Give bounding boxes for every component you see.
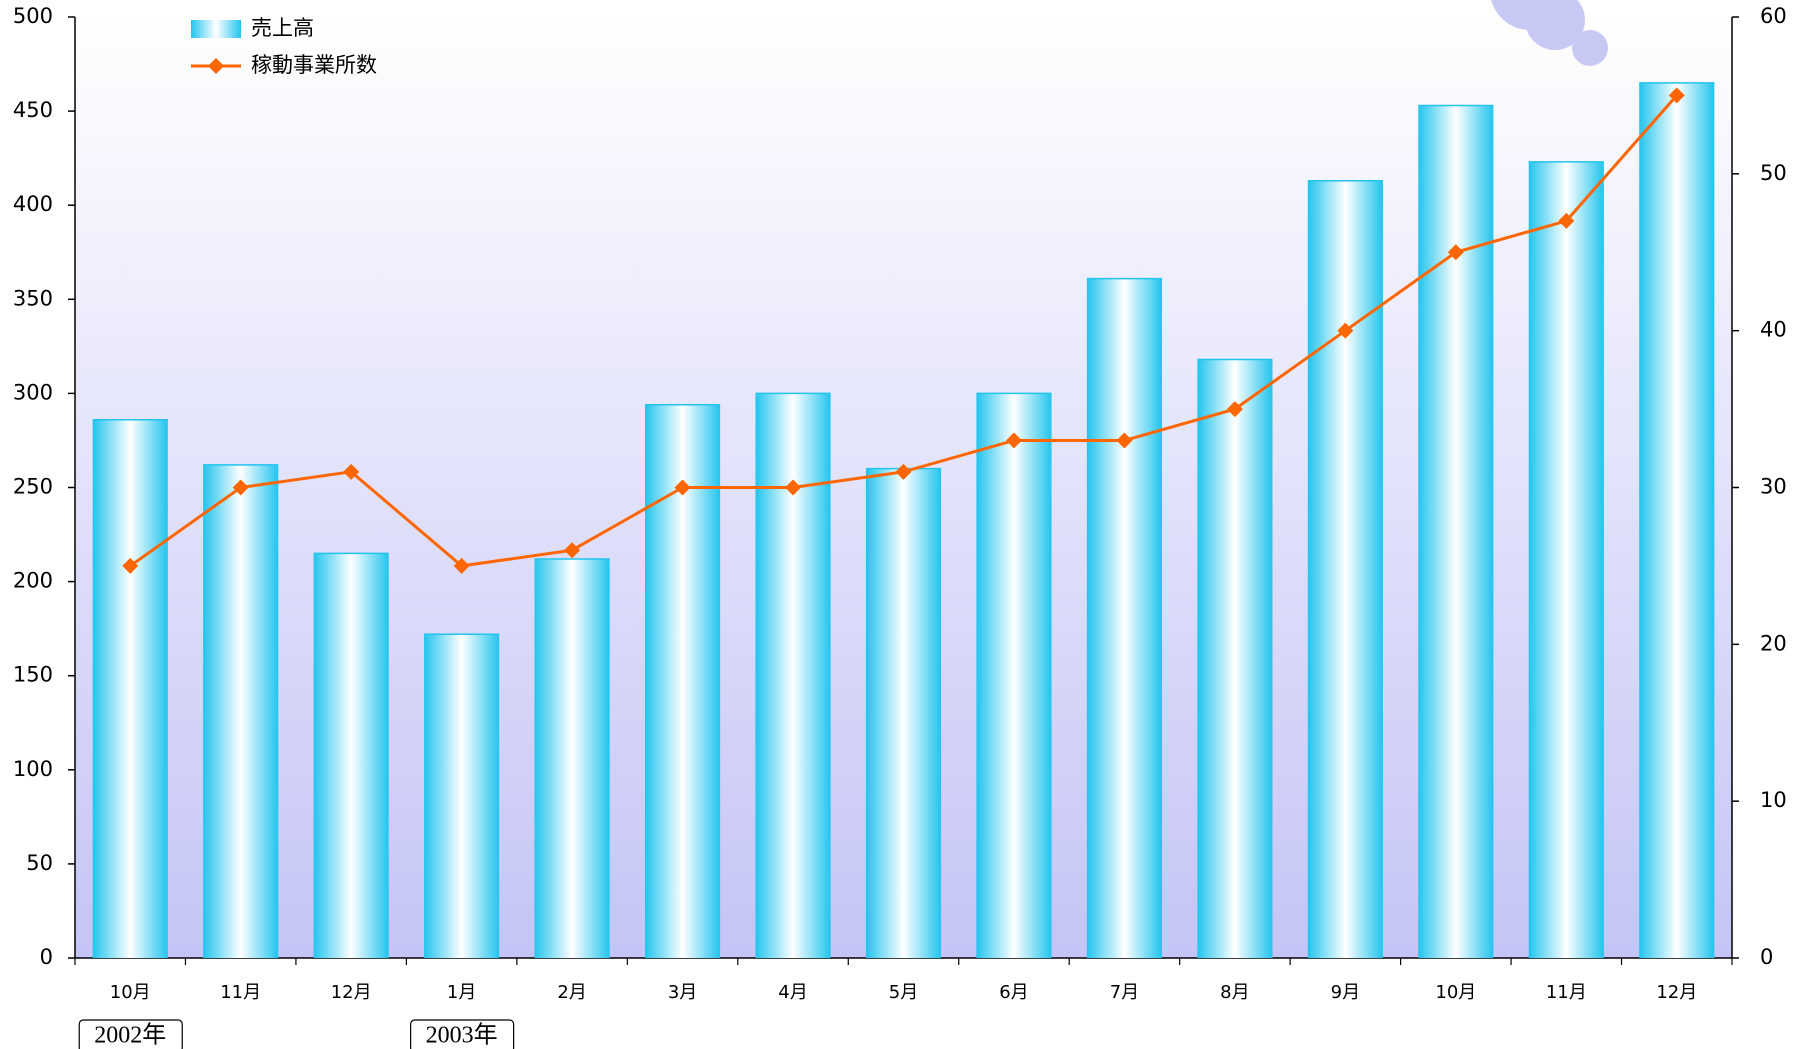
- legend-label: 稼動事業所数: [251, 53, 377, 77]
- x-tick-label: 2月: [557, 982, 586, 1003]
- y-tick-label: 300: [13, 380, 53, 404]
- bar: [976, 393, 1052, 958]
- bar: [424, 634, 500, 958]
- bar: [313, 553, 389, 958]
- y2-tick-label: 10: [1760, 788, 1787, 812]
- x-tick-label: 12月: [1656, 982, 1697, 1003]
- y-tick-label: 500: [13, 4, 53, 28]
- y-tick-label: 250: [13, 475, 53, 499]
- x-tick-label: 5月: [889, 982, 918, 1003]
- x-tick-label: 10月: [110, 982, 151, 1003]
- bar: [645, 404, 721, 958]
- x-tick-label: 10月: [1435, 982, 1476, 1003]
- bar: [203, 464, 279, 958]
- y-tick-label: 400: [13, 192, 53, 216]
- line-marker: [1447, 244, 1464, 261]
- line-marker: [895, 463, 912, 480]
- y2-tick-label: 50: [1760, 161, 1787, 185]
- y-tick-label: 50: [26, 851, 53, 875]
- bar: [1086, 278, 1162, 958]
- x-tick-label: 8月: [1220, 982, 1249, 1003]
- line-marker: [674, 479, 691, 496]
- bar: [92, 419, 168, 958]
- bar: [534, 559, 610, 958]
- year-box: [78, 1019, 183, 1049]
- x-tick-label: 3月: [668, 982, 697, 1003]
- x-tick-label: 9月: [1331, 982, 1360, 1003]
- line-marker: [1116, 432, 1133, 449]
- x-tick-label: 7月: [1110, 982, 1139, 1003]
- y2-tick-label: 0: [1760, 945, 1773, 969]
- line-marker: [1226, 401, 1243, 418]
- x-tick-label: 11月: [1546, 982, 1587, 1003]
- line-marker: [453, 557, 470, 574]
- y-tick-label: 350: [13, 286, 53, 310]
- line-marker: [343, 463, 360, 480]
- legend-label: 売上高: [251, 16, 314, 40]
- x-tick-label: 6月: [999, 982, 1028, 1003]
- x-tick-label: 1月: [447, 982, 476, 1003]
- y-tick-label: 450: [13, 98, 53, 122]
- y-tick-label: 100: [13, 757, 53, 781]
- bar: [865, 468, 942, 958]
- line-marker: [232, 479, 249, 496]
- line-marker: [1558, 212, 1575, 229]
- cloud-decoration: [1491, 0, 1608, 66]
- legend-marker: [208, 58, 224, 74]
- line-marker: [122, 557, 139, 574]
- year-label: 2003年: [426, 1022, 498, 1049]
- y2-tick-label: 40: [1760, 318, 1787, 342]
- line-marker: [1337, 322, 1354, 339]
- bar: [1418, 105, 1494, 959]
- legend-swatch: [191, 20, 241, 38]
- y-tick-label: 0: [40, 945, 53, 969]
- line-marker: [785, 479, 802, 496]
- bar: [755, 393, 831, 958]
- y-tick-label: 150: [13, 663, 53, 687]
- y2-tick-label: 60: [1760, 4, 1787, 28]
- x-tick-label: 4月: [778, 982, 807, 1003]
- y-tick-label: 200: [13, 569, 53, 593]
- year-box: [410, 1019, 515, 1049]
- line-marker: [1005, 432, 1022, 449]
- y2-tick-label: 20: [1760, 631, 1787, 655]
- bar: [1528, 161, 1604, 958]
- bar: [1307, 180, 1383, 958]
- line-marker: [1668, 87, 1685, 104]
- year-label: 2002年: [94, 1022, 166, 1049]
- x-tick-label: 11月: [220, 982, 261, 1003]
- x-tick-label: 12月: [331, 982, 372, 1003]
- bar: [1639, 82, 1715, 959]
- y2-tick-label: 30: [1760, 475, 1787, 499]
- line-marker: [564, 542, 581, 559]
- bar: [1197, 359, 1273, 958]
